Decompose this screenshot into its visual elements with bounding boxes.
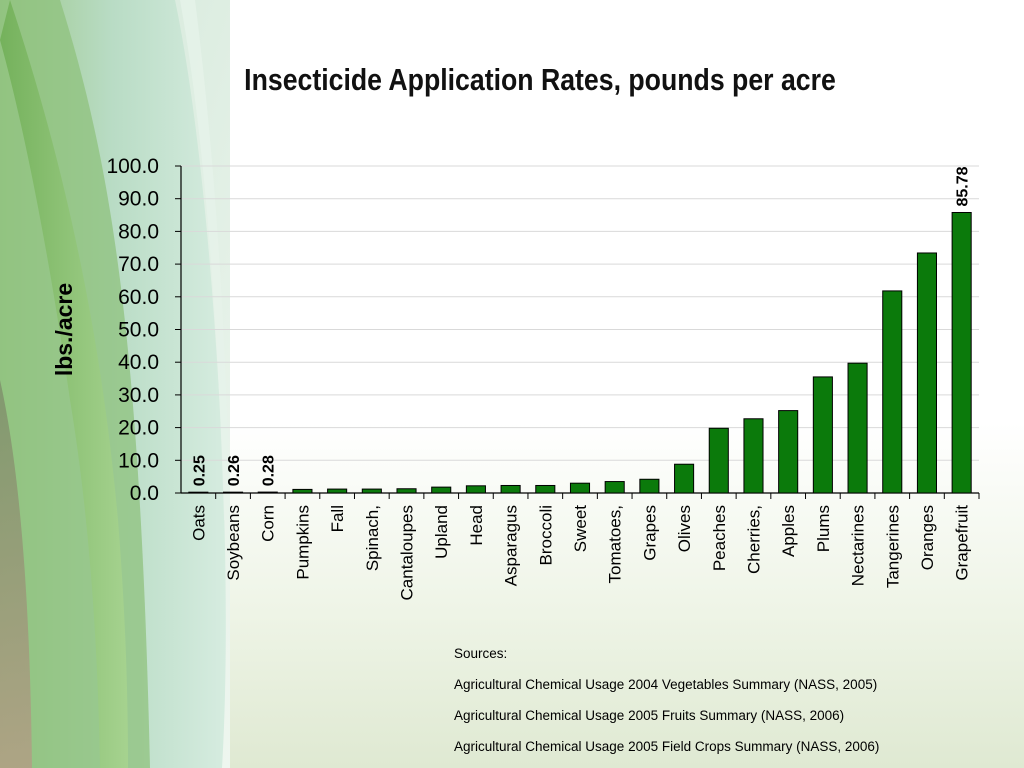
bar xyxy=(431,486,452,494)
y-tick-label: 100.0 xyxy=(106,155,159,178)
sources-header: Sources: xyxy=(454,646,508,661)
x-tick-label: Apples xyxy=(779,505,798,557)
bar xyxy=(535,484,556,494)
x-tick-label: Olives xyxy=(675,505,694,552)
bar xyxy=(639,478,660,494)
data-label: 85.78 xyxy=(955,166,972,206)
x-tick-label: Soybeans xyxy=(224,505,243,581)
y-tick-label: 90.0 xyxy=(118,188,159,211)
bar xyxy=(361,488,382,494)
data-label: 0.25 xyxy=(191,455,208,486)
bar xyxy=(500,484,521,494)
y-tick-label: 0.0 xyxy=(130,482,159,505)
x-tick-label: Asparagus xyxy=(502,505,521,586)
x-tick-label: Oranges xyxy=(918,505,937,570)
bar xyxy=(778,410,799,494)
source-item: Agricultural Chemical Usage 2005 Fruits … xyxy=(454,708,845,723)
bar xyxy=(569,482,591,494)
bar xyxy=(916,252,937,494)
y-tick-label: 40.0 xyxy=(118,351,159,374)
x-tick-label: Upland xyxy=(432,505,451,559)
y-tick-label: 80.0 xyxy=(118,220,159,243)
bar xyxy=(951,211,972,494)
x-tick-label: Sweet xyxy=(571,505,590,553)
x-tick-label: Peaches xyxy=(710,505,729,571)
data-label: 0.26 xyxy=(226,455,243,486)
x-tick-label: Pumpkins xyxy=(293,505,312,580)
x-tick-label: Head xyxy=(467,505,486,546)
chart-title: Insecticide Application Rates, pounds pe… xyxy=(244,62,836,97)
bar xyxy=(257,491,278,494)
x-tick-label: Broccoli xyxy=(536,505,555,565)
x-tick-label: Oats xyxy=(189,505,208,541)
y-axis-label: lbs./acre xyxy=(51,283,77,376)
bar xyxy=(292,488,313,494)
x-tick-label: Cherries, xyxy=(744,505,763,574)
x-tick-label: Tomatoes, xyxy=(606,505,625,583)
bar xyxy=(604,481,625,494)
source-item: Agricultural Chemical Usage 2004 Vegetab… xyxy=(454,677,878,692)
bar xyxy=(465,485,486,494)
data-label: 0.28 xyxy=(261,455,278,486)
bar xyxy=(708,427,729,494)
bar xyxy=(847,362,868,494)
x-tick-label: Corn xyxy=(259,505,278,542)
bar xyxy=(743,418,764,494)
bar xyxy=(327,488,348,494)
y-tick-label: 70.0 xyxy=(118,253,159,276)
y-tick-label: 60.0 xyxy=(118,286,159,309)
x-tick-label: Cantaloupes xyxy=(398,505,417,600)
bar xyxy=(674,463,695,494)
bar xyxy=(882,290,903,494)
y-tick-label: 20.0 xyxy=(118,417,159,440)
y-tick-label: 50.0 xyxy=(118,319,159,342)
x-tick-label: Tangerines xyxy=(883,505,902,588)
y-tick-label: 30.0 xyxy=(118,384,159,407)
sources-block: Sources: Agricultural Chemical Usage 200… xyxy=(454,638,1014,762)
x-tick-label: Grapes xyxy=(640,505,659,561)
x-tick-label: Fall xyxy=(328,505,347,532)
bar xyxy=(188,491,209,494)
x-tick-label: Nectarines xyxy=(849,505,868,586)
bar xyxy=(812,376,833,494)
x-tick-label: Spinach, xyxy=(363,505,382,571)
x-tick-label: Grapefruit xyxy=(953,505,972,581)
bar xyxy=(396,488,417,494)
source-item: Agricultural Chemical Usage 2005 Field C… xyxy=(454,739,880,754)
y-tick-label: 10.0 xyxy=(118,449,159,472)
bar xyxy=(223,491,244,494)
x-tick-label: Plums xyxy=(814,505,833,552)
